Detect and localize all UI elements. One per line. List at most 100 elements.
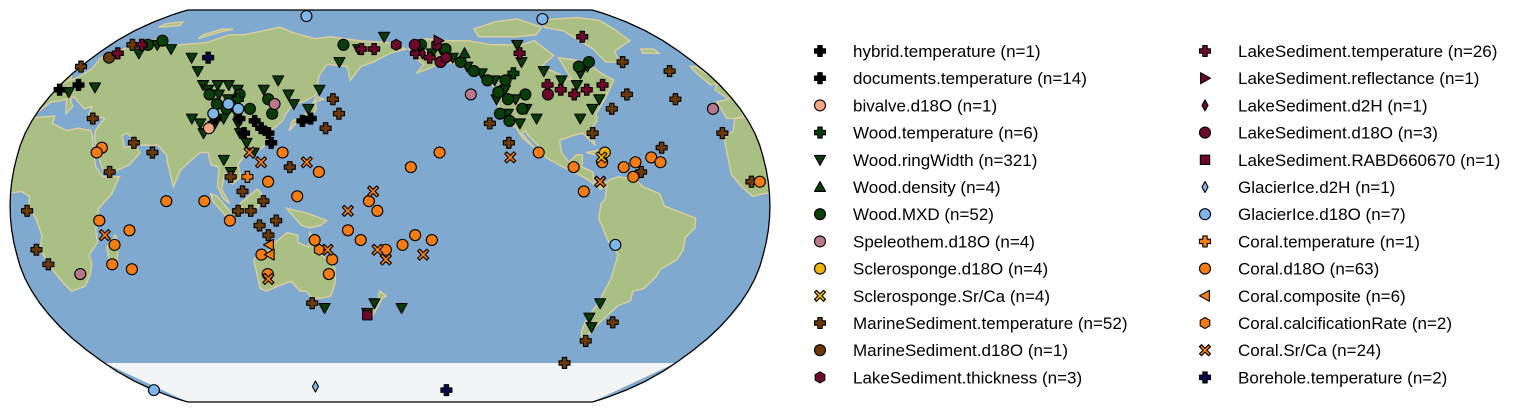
legend-item: documents.temperature (n=14) — [813, 69, 1087, 88]
site-marker — [74, 268, 87, 281]
site-marker — [409, 229, 422, 242]
legend-label: LakeSediment.d2H (n=1) — [1238, 96, 1427, 115]
site-marker — [306, 297, 319, 310]
site-marker — [147, 384, 160, 397]
legend-item: Wood.temperature (n=6) — [813, 124, 1038, 143]
site-marker — [291, 190, 304, 203]
site-marker — [567, 161, 580, 174]
site-marker — [499, 74, 512, 87]
site-marker — [312, 165, 325, 179]
legend-marker-icon — [1199, 154, 1211, 166]
legend-marker-icon — [813, 44, 827, 58]
legend-label: LakeSediment.RABD660670 (n=1) — [1238, 151, 1500, 170]
legend-marker-icon — [813, 154, 827, 166]
site-marker — [212, 89, 225, 101]
site-marker — [716, 127, 729, 140]
site-marker — [532, 146, 545, 159]
site-marker — [568, 88, 581, 101]
site-marker — [333, 57, 346, 69]
site-marker — [106, 258, 119, 271]
legend-marker-icon — [813, 180, 827, 192]
site-marker — [53, 83, 66, 96]
legend-item: GlacierIce.d18O (n=7) — [1198, 205, 1406, 224]
legend-label: Sclerosponge.d18O (n=4) — [853, 260, 1048, 279]
site-marker — [207, 107, 220, 120]
site-marker — [580, 83, 593, 96]
site-marker — [745, 175, 758, 188]
site-marker — [530, 113, 543, 125]
land-africa — [723, 115, 770, 293]
site-marker — [243, 146, 256, 159]
legend-marker-icon — [1200, 72, 1212, 85]
site-marker — [606, 316, 619, 329]
site-marker — [501, 93, 515, 106]
map-frame — [9, 9, 771, 403]
site-marker — [425, 233, 438, 247]
site-marker — [262, 238, 274, 251]
site-marker — [583, 312, 596, 324]
site-marker — [753, 175, 766, 188]
site-marker — [579, 334, 592, 347]
legend-marker-icon — [1198, 262, 1212, 275]
site-marker — [319, 122, 332, 135]
site-marker — [483, 117, 496, 130]
site-marker — [408, 38, 421, 51]
site-marker — [362, 195, 375, 208]
legend-label: LakeSediment.thickness (n=3) — [853, 368, 1082, 387]
legend-label: Sclerosponge.Sr/Ca (n=4) — [853, 287, 1050, 306]
site-marker — [156, 34, 169, 47]
legend-marker-icon — [1199, 316, 1211, 330]
legend-item: MarineSediment.temperature (n=52) — [813, 314, 1128, 333]
site-marker — [111, 47, 124, 60]
land-canada-islands — [10, 18, 61, 38]
legend-item: Coral.composite (n=6) — [1198, 287, 1406, 306]
site-marker — [326, 253, 339, 266]
legend-label: bivalve.d18O (n=1) — [853, 96, 997, 115]
site-marker — [262, 175, 275, 188]
site-marker — [88, 82, 101, 94]
site-marker — [203, 88, 216, 101]
site-marker — [617, 161, 630, 174]
site-marker — [72, 78, 85, 92]
legend-marker-icon — [1201, 99, 1209, 112]
site-marker — [62, 87, 75, 99]
site-marker — [300, 156, 313, 169]
land-svalbard — [158, 20, 185, 29]
legend-marker-icon — [1198, 235, 1212, 248]
site-marker — [326, 93, 339, 106]
site-marker — [236, 185, 249, 198]
site-marker — [254, 156, 268, 169]
site-marker — [21, 204, 34, 217]
site-marker — [283, 161, 296, 174]
site-marker — [574, 113, 587, 125]
site-marker — [217, 154, 230, 166]
land-novaya — [197, 28, 234, 40]
legend-item: Wood.ringWidth (n=321) — [813, 151, 1037, 170]
site-marker — [464, 88, 477, 101]
site-marker — [555, 75, 568, 87]
legend-item: Wood.MXD (n=52) — [813, 205, 994, 224]
site-marker — [669, 93, 682, 106]
site-marker — [440, 384, 453, 397]
site-marker — [605, 102, 618, 115]
legend-marker-icon — [1201, 180, 1209, 194]
land-svalbard — [643, 21, 669, 29]
legend: hybrid.temperature (n=1) documents.temper… — [813, 42, 1500, 387]
site-marker — [492, 86, 505, 99]
site-marker — [308, 233, 321, 247]
site-marker — [311, 380, 320, 393]
legend-item: Speleothem.d18O (n=4) — [813, 232, 1035, 251]
legend-marker-icon — [813, 344, 827, 357]
legend-item: Wood.density (n=4) — [813, 178, 1001, 197]
site-marker — [102, 51, 116, 64]
site-marker — [507, 67, 520, 80]
legend-marker-icon — [813, 208, 827, 221]
polar-ice — [104, 363, 676, 402]
legend-item: Sclerosponge.Sr/Ca (n=4) — [813, 287, 1050, 306]
site-marker — [322, 268, 335, 281]
land-africa — [1448, 116, 1538, 291]
legend-label: LakeSediment.d18O (n=3) — [1238, 124, 1438, 143]
land-iceland — [639, 48, 662, 55]
proxy-sites — [21, 10, 766, 397]
